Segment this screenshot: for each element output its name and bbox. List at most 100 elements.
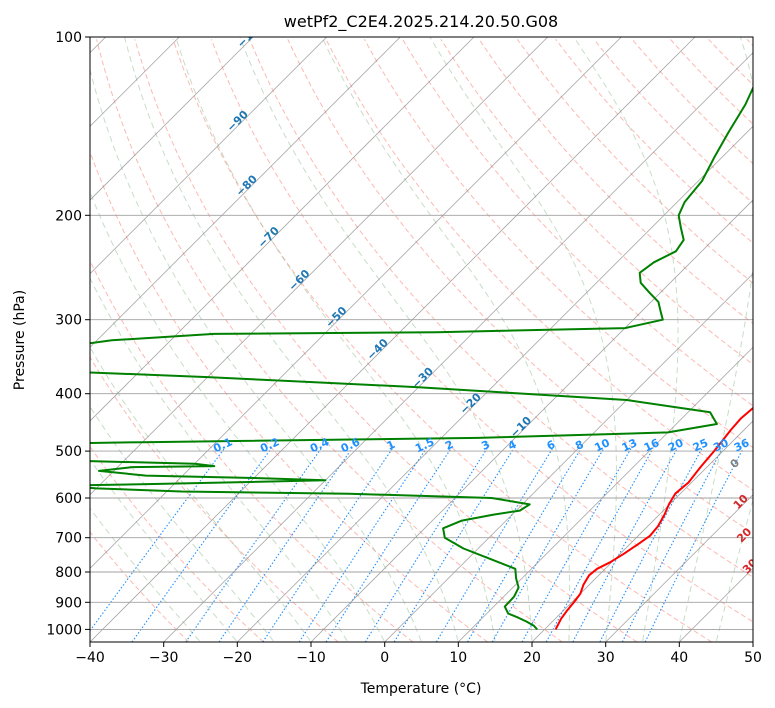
moist-adiabat-line	[90, 67, 422, 641]
dry-adiabat-line	[90, 356, 339, 642]
x-tick-label: 10	[449, 650, 467, 666]
isotherm-line	[605, 494, 753, 642]
isotherm-line	[237, 125, 753, 642]
plot-area: −100−90−80−70−60−50−40−30−20−100.10.20.4…	[90, 37, 754, 642]
chart-title: wetPf2_C2E4.2025.214.20.50.G08	[284, 12, 558, 32]
moist-adiabat-line	[239, 37, 533, 641]
isotherm-line	[90, 37, 254, 201]
mixing-ratio-line	[621, 448, 723, 642]
dry-adiabat-line	[325, 39, 753, 491]
x-tick-label: 40	[670, 650, 688, 666]
y-axis-ticks: 100 200 300 400 500 600 700 800 900 1000	[46, 30, 90, 638]
moist-adiabat-line	[175, 37, 496, 641]
y-tick-label: 300	[55, 313, 82, 329]
isotherm-line	[458, 346, 753, 642]
x-tick-label: 20	[523, 650, 541, 666]
x-tick-label: −30	[149, 650, 179, 666]
isotherms	[90, 37, 753, 642]
y-tick-label: 500	[55, 444, 82, 460]
isotherm-line	[90, 37, 696, 642]
dry-adiabats	[90, 38, 753, 642]
dry-adiabat-line	[363, 39, 753, 449]
isotherm-line	[310, 199, 753, 642]
plot-frame	[89, 36, 754, 643]
moist-adiabat-label: 20	[734, 525, 754, 545]
mixing-ratio-label: 25	[691, 436, 710, 454]
mixing-ratio-lines	[90, 448, 744, 642]
moist-adiabat-line	[124, 37, 459, 641]
dry-adiabat-line	[478, 39, 753, 325]
isotherm-line	[90, 37, 622, 569]
x-tick-label: −10	[296, 650, 326, 666]
temperature-profile-line	[554, 406, 753, 630]
dry-adiabat-line	[96, 39, 563, 642]
dry-adiabat-line	[593, 38, 753, 204]
y-tick-label: 900	[55, 595, 82, 611]
dewpoint-profile-line	[90, 85, 753, 631]
x-tick-label: −40	[75, 650, 105, 666]
y-tick-label: 400	[55, 387, 82, 403]
moist-adiabat-line	[716, 498, 753, 641]
y-tick-label: 1000	[46, 622, 82, 638]
x-tick-label: 50	[744, 650, 762, 666]
dry-adiabat-line	[249, 39, 753, 578]
mixing-ratio-line	[325, 448, 452, 642]
mixing-ratio-line	[491, 448, 605, 642]
mixing-ratio-line	[262, 448, 393, 642]
mixing-ratio-label: 16	[642, 436, 662, 454]
x-axis-ticks: −40 −30 −20 −10 0 10 20 30 40 50	[75, 642, 762, 666]
mixing-ratio-label: 20	[666, 436, 686, 454]
dry-adiabat-line	[134, 39, 638, 642]
mixing-ratio-line	[435, 448, 553, 642]
moist-adiabat-line	[679, 37, 753, 641]
mixing-ratio-label: 10	[593, 436, 613, 454]
y-tick-label: 100	[55, 30, 82, 46]
dry-adiabat-line	[90, 259, 414, 642]
y-axis-label: Pressure (hPa)	[12, 290, 28, 390]
x-axis-label: Temperature (°C)	[360, 681, 482, 697]
dry-adiabat-line	[402, 39, 753, 407]
moist-adiabat-line	[90, 277, 348, 642]
mixing-ratio-line	[131, 448, 272, 642]
dry-adiabat-line	[516, 39, 753, 284]
plot-background	[90, 37, 753, 642]
pressure-gridlines	[90, 37, 753, 630]
mixing-ratio-line	[467, 448, 582, 642]
mixing-ratio-line	[298, 448, 427, 642]
mixing-ratio-label: 36	[732, 436, 752, 454]
dry-adiabat-line	[172, 39, 712, 642]
moist-adiabat-line	[90, 190, 385, 642]
y-tick-label: 800	[55, 565, 82, 581]
dry-adiabat-line	[287, 39, 753, 534]
moist-adiabat-line	[90, 458, 237, 642]
mixing-ratio-line	[218, 448, 353, 642]
moist-adiabat-line	[429, 37, 617, 641]
y-tick-label: 200	[55, 208, 82, 224]
contour-labels: −100−90−80−70−60−50−40−30−20−100.10.20.4…	[211, 37, 754, 576]
x-tick-label: 0	[380, 650, 389, 666]
x-tick-label: −20	[223, 650, 253, 666]
x-tick-label: 30	[597, 650, 615, 666]
moist-adiabat-line	[90, 346, 311, 642]
isotherm-line	[90, 37, 327, 275]
dry-adiabat-line	[631, 38, 753, 165]
isotherm-line	[384, 273, 753, 642]
mixing-ratio-line	[393, 448, 515, 642]
isotherm-line	[163, 52, 753, 642]
mixing-ratio-line	[364, 448, 488, 642]
y-tick-label: 600	[55, 491, 82, 507]
isotherm-line	[531, 420, 753, 642]
y-tick-label: 700	[55, 531, 82, 547]
isotherm-line	[90, 37, 548, 496]
dry-adiabat-line	[90, 150, 488, 642]
mixing-ratio-line	[644, 448, 744, 642]
isotherm-line	[90, 37, 401, 348]
isotherm-line	[90, 37, 475, 422]
dry-adiabat-line	[440, 39, 753, 366]
mixing-ratio-line	[90, 448, 225, 632]
mixing-ratio-label: 13	[620, 436, 639, 454]
mixing-ratio-label: 30	[711, 436, 731, 454]
moist-adiabat-line	[90, 405, 274, 642]
profile-series	[90, 85, 753, 631]
